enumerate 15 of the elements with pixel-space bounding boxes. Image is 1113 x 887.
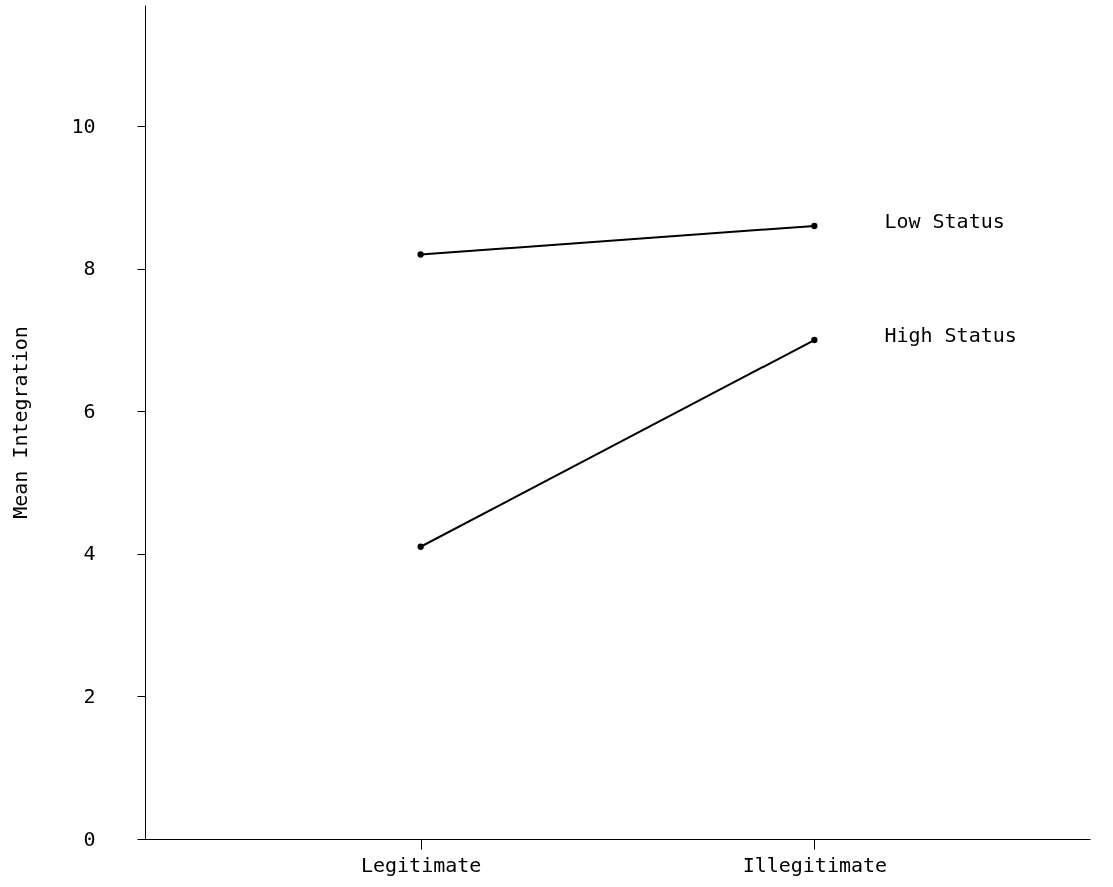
y-tick-label: 10 — [71, 113, 96, 138]
point — [417, 251, 424, 258]
x-tick-label: Legitimate — [360, 852, 482, 877]
point — [811, 336, 818, 344]
text: High Status — [884, 323, 1017, 348]
y-tick-label: 2 — [83, 683, 96, 708]
y-tick-label: 6 — [83, 398, 96, 423]
x-tick-label: Illegitimate — [742, 852, 888, 877]
y-axis-title: Mean Integration — [8, 326, 33, 519]
y-tick-label: 0 — [83, 826, 96, 851]
y-tick-label: 4 — [83, 541, 96, 566]
y-tick-label: 8 — [83, 256, 96, 281]
text: Low Status — [884, 208, 1005, 233]
point — [811, 222, 818, 230]
point — [417, 543, 424, 550]
